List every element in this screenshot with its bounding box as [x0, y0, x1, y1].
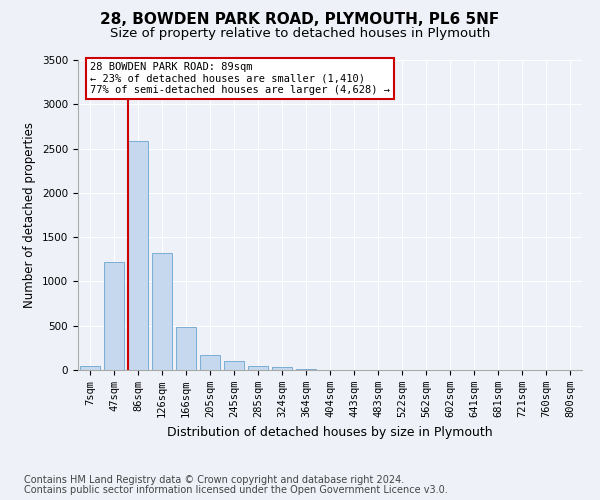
- Bar: [80, 366, 100, 370]
- X-axis label: Distribution of detached houses by size in Plymouth: Distribution of detached houses by size …: [167, 426, 493, 438]
- Text: Contains HM Land Registry data © Crown copyright and database right 2024.: Contains HM Land Registry data © Crown c…: [24, 475, 404, 485]
- Bar: [176, 326, 196, 370]
- Text: 28, BOWDEN PARK ROAD, PLYMOUTH, PL6 5NF: 28, BOWDEN PARK ROAD, PLYMOUTH, PL6 5NF: [100, 12, 500, 28]
- Text: 28 BOWDEN PARK ROAD: 89sqm
← 23% of detached houses are smaller (1,410)
77% of s: 28 BOWDEN PARK ROAD: 89sqm ← 23% of deta…: [90, 62, 390, 95]
- Bar: [296, 369, 316, 370]
- Bar: [104, 262, 124, 370]
- Bar: [128, 142, 148, 370]
- Bar: [272, 368, 292, 370]
- Text: Contains public sector information licensed under the Open Government Licence v3: Contains public sector information licen…: [24, 485, 448, 495]
- Bar: [224, 361, 244, 370]
- Bar: [152, 253, 172, 370]
- Bar: [248, 366, 268, 370]
- Y-axis label: Number of detached properties: Number of detached properties: [23, 122, 37, 308]
- Bar: [200, 354, 220, 370]
- Text: Size of property relative to detached houses in Plymouth: Size of property relative to detached ho…: [110, 28, 490, 40]
